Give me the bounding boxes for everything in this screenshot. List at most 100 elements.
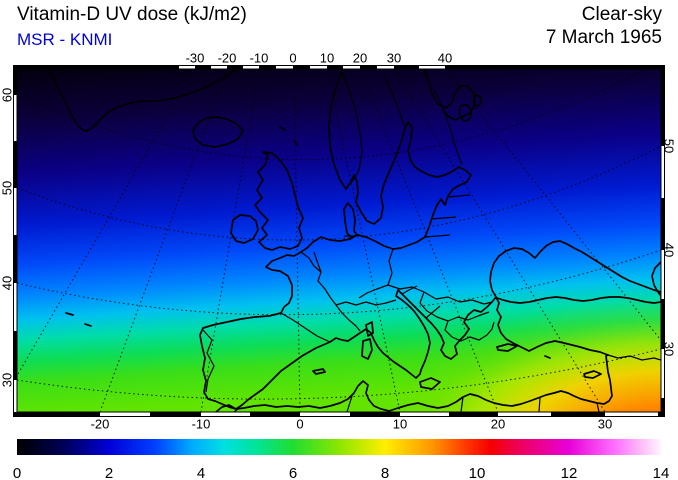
colorbar-tick-label: 2 xyxy=(104,465,114,480)
axis-tick-label: 30 xyxy=(0,372,15,388)
axis-tick-label: 40 xyxy=(0,275,15,291)
axis-tick-label: 10 xyxy=(319,50,335,66)
frame-segment xyxy=(195,65,211,69)
frame-segment xyxy=(13,95,17,141)
axis-tick-label: 50 xyxy=(0,180,15,196)
frame-segment xyxy=(201,412,250,417)
frame-segment xyxy=(227,65,243,69)
sardinia-island xyxy=(361,338,373,360)
axis-tick-label: 40 xyxy=(661,242,677,258)
axis-tick-label: -30 xyxy=(185,50,205,66)
colorbar-tick-label: 4 xyxy=(196,465,206,480)
frame-segment xyxy=(661,146,665,198)
mallorca-island xyxy=(312,368,326,375)
frame-segment xyxy=(250,412,300,417)
condition-label: Clear-sky xyxy=(581,4,662,25)
frame-segment xyxy=(350,412,400,417)
axis-tick-label: -10 xyxy=(249,50,269,66)
frame-segment xyxy=(327,65,343,69)
axis-tick-label: -20 xyxy=(90,416,110,432)
corsica-island xyxy=(365,321,374,337)
frame-segment xyxy=(293,65,310,69)
map-inner-border xyxy=(16,68,662,413)
cyprus-island xyxy=(583,370,602,379)
frame-segment xyxy=(243,65,259,69)
continental-coast xyxy=(199,69,609,410)
ireland-coast xyxy=(230,214,259,244)
map-outer-border xyxy=(13,65,665,417)
frame-segment xyxy=(661,398,665,412)
frame-segment xyxy=(360,65,377,69)
iceland-coast xyxy=(192,116,244,148)
frame-segment xyxy=(445,65,665,69)
axis-tick-label: -20 xyxy=(217,50,237,66)
frame-segment xyxy=(605,412,658,417)
frame-segment xyxy=(400,412,449,417)
azores-islands xyxy=(65,312,92,327)
colorbar-tick-label: 8 xyxy=(380,465,390,480)
axis-tick-label: 10 xyxy=(392,416,408,432)
frame-segment xyxy=(419,65,445,69)
colorbar-tick-label: 10 xyxy=(468,465,486,480)
axis-tick-label: 0 xyxy=(296,416,304,432)
axis-tick-label: 50 xyxy=(661,138,677,154)
frame-segment xyxy=(551,412,605,417)
frame-segment xyxy=(259,65,276,69)
frame-segment xyxy=(661,198,665,250)
frame-segment xyxy=(449,412,498,417)
frame-segment xyxy=(310,65,327,69)
frame-segment xyxy=(300,412,350,417)
frame-segment xyxy=(13,141,17,188)
africa-levant-coast xyxy=(215,354,613,412)
black-sea-coast xyxy=(489,240,661,304)
sicily-island xyxy=(419,377,441,390)
frame-segment xyxy=(276,65,293,69)
frame-segment xyxy=(661,69,665,146)
crete-island xyxy=(496,343,518,352)
frame-segment xyxy=(100,412,150,417)
page-title: Vitamin-D UV dose (kJ/m2) xyxy=(17,4,247,25)
frame-segment xyxy=(498,412,551,417)
axis-tick-label: 20 xyxy=(490,416,506,432)
frame-segment xyxy=(13,65,179,69)
frame-segment xyxy=(13,380,17,412)
caspian-coast xyxy=(651,261,661,297)
colorbar-tick-label: 6 xyxy=(288,465,298,480)
coastlines xyxy=(47,69,661,412)
axis-tick-label: 30 xyxy=(661,341,677,357)
frame-segment xyxy=(150,412,201,417)
axis-tick-label: 20 xyxy=(352,50,368,66)
frame-segment xyxy=(377,65,394,69)
axis-tick-label: -10 xyxy=(191,416,211,432)
axis-tick-label: 60 xyxy=(0,87,15,103)
frame-segment xyxy=(179,65,195,69)
colorbar xyxy=(17,439,661,455)
rhodes-island xyxy=(544,355,551,359)
frame-segment xyxy=(658,412,665,417)
frame-segment xyxy=(13,188,17,235)
frame-segment xyxy=(13,69,17,95)
axis-tick-label: 0 xyxy=(289,50,297,66)
date-label: 7 March 1965 xyxy=(545,27,662,48)
great-britain-coast xyxy=(254,151,304,251)
frame-segment xyxy=(661,250,665,299)
axis-tick-label: 30 xyxy=(597,416,613,432)
source-label: MSR - KNMI xyxy=(17,30,113,49)
faroe-island xyxy=(279,126,286,131)
axis-tick-label: 30 xyxy=(386,50,402,66)
frame-segment xyxy=(211,65,227,69)
colorbar-tick-label: 0 xyxy=(12,465,22,480)
country-borders xyxy=(202,71,661,412)
map-zebra-frame xyxy=(13,65,665,417)
frame-segment xyxy=(394,65,419,69)
colorbar-tick-label: 14 xyxy=(652,465,670,480)
lake-onega xyxy=(472,94,483,107)
frame-segment xyxy=(343,65,360,69)
frame-segment xyxy=(13,412,100,417)
axis-tick-label: 40 xyxy=(437,50,453,66)
graticule xyxy=(17,69,661,412)
white-sea-coast xyxy=(423,69,476,121)
colorbar-tick-label: 12 xyxy=(560,465,578,480)
